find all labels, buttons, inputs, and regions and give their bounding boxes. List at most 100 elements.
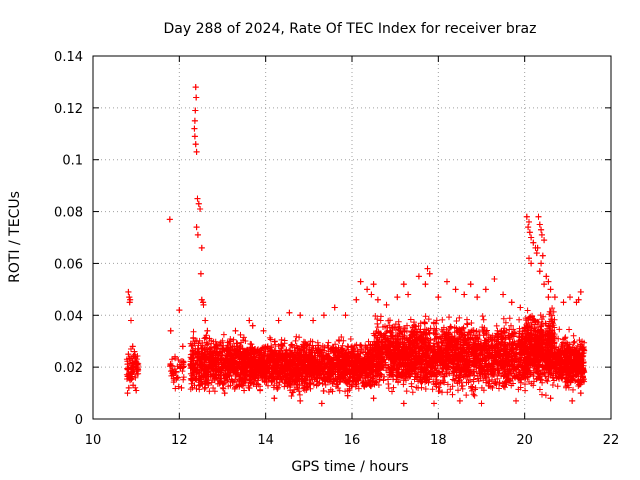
data-point <box>415 273 422 280</box>
data-point <box>197 205 204 212</box>
data-point <box>125 384 132 391</box>
data-point <box>396 358 403 365</box>
data-point <box>129 343 136 350</box>
data-point <box>275 317 282 324</box>
data-point <box>535 213 542 220</box>
data-points <box>123 84 588 407</box>
data-point <box>130 382 137 389</box>
data-point <box>370 281 377 288</box>
data-point <box>228 353 235 360</box>
data-point <box>577 390 584 397</box>
data-point <box>126 299 133 306</box>
data-point <box>545 278 552 285</box>
y-tick-label: 0.12 <box>54 102 83 117</box>
data-point <box>221 390 228 397</box>
data-point <box>305 364 312 371</box>
data-point <box>279 366 286 373</box>
data-point <box>575 296 582 303</box>
data-point <box>435 294 442 301</box>
data-point <box>426 270 433 277</box>
data-point <box>316 348 323 355</box>
data-point <box>433 351 440 358</box>
data-point <box>131 348 138 355</box>
data-point <box>508 299 515 306</box>
data-point <box>513 397 520 404</box>
data-point <box>400 281 407 288</box>
data-point <box>474 294 481 301</box>
data-point <box>189 377 196 384</box>
x-axis-label: GPS time / hours <box>291 459 408 475</box>
data-point <box>361 364 368 371</box>
data-point <box>454 361 461 368</box>
data-point <box>132 353 139 360</box>
data-point <box>344 392 351 399</box>
data-point <box>260 327 267 334</box>
data-point <box>400 400 407 407</box>
data-point <box>491 275 498 282</box>
y-tick-label: 0.06 <box>54 257 83 272</box>
data-point <box>536 221 543 228</box>
data-point <box>204 327 211 334</box>
data-point <box>525 255 532 262</box>
data-point <box>541 237 548 244</box>
data-point <box>502 358 509 365</box>
data-point <box>191 117 198 124</box>
data-point <box>541 281 548 288</box>
data-point <box>368 291 375 298</box>
data-point <box>179 343 186 350</box>
data-point <box>169 369 176 376</box>
data-point <box>374 296 381 303</box>
data-point <box>193 224 200 231</box>
data-point <box>338 358 345 365</box>
y-tick-label: 0 <box>75 413 83 428</box>
data-point <box>374 351 381 358</box>
data-point <box>364 286 371 293</box>
data-point <box>180 358 187 365</box>
y-tick-labels: 0 0.02 0.04 0.06 0.08 0.1 0.12 0.14 <box>54 50 83 428</box>
data-point <box>500 291 507 298</box>
data-point <box>405 291 412 298</box>
data-point <box>353 296 360 303</box>
data-point <box>387 338 394 345</box>
data-point <box>521 338 528 345</box>
data-point <box>193 94 200 101</box>
data-point <box>286 309 293 316</box>
data-point <box>525 218 532 225</box>
data-point <box>172 353 179 360</box>
x-tick-label: 22 <box>603 433 620 448</box>
data-point <box>166 216 173 223</box>
data-point <box>543 345 550 352</box>
data-point <box>478 364 485 371</box>
data-point <box>193 148 200 155</box>
data-point <box>331 304 338 311</box>
data-point <box>577 288 584 295</box>
data-point <box>195 200 202 207</box>
data-point <box>178 384 185 391</box>
data-point <box>547 286 554 293</box>
data-point <box>297 312 304 319</box>
data-point <box>200 301 207 308</box>
data-point <box>564 353 571 360</box>
data-point <box>525 224 532 231</box>
x-tick-label: 12 <box>171 433 188 448</box>
data-point <box>126 374 133 381</box>
x-tick-label: 14 <box>257 433 274 448</box>
data-point <box>191 125 198 132</box>
data-point <box>526 229 533 236</box>
data-point <box>198 296 205 303</box>
data-point <box>538 226 545 233</box>
data-point <box>547 395 554 402</box>
data-point <box>554 361 561 368</box>
data-point <box>127 317 134 324</box>
data-point <box>560 299 567 306</box>
x-tick-labels: 10 12 14 16 18 20 22 <box>85 433 620 448</box>
data-point <box>192 84 199 91</box>
data-point <box>194 195 201 202</box>
y-tick-label: 0.14 <box>54 50 83 65</box>
data-point <box>478 400 485 407</box>
data-point <box>539 252 546 259</box>
data-point <box>266 345 273 352</box>
data-point <box>232 327 239 334</box>
data-point <box>202 317 209 324</box>
